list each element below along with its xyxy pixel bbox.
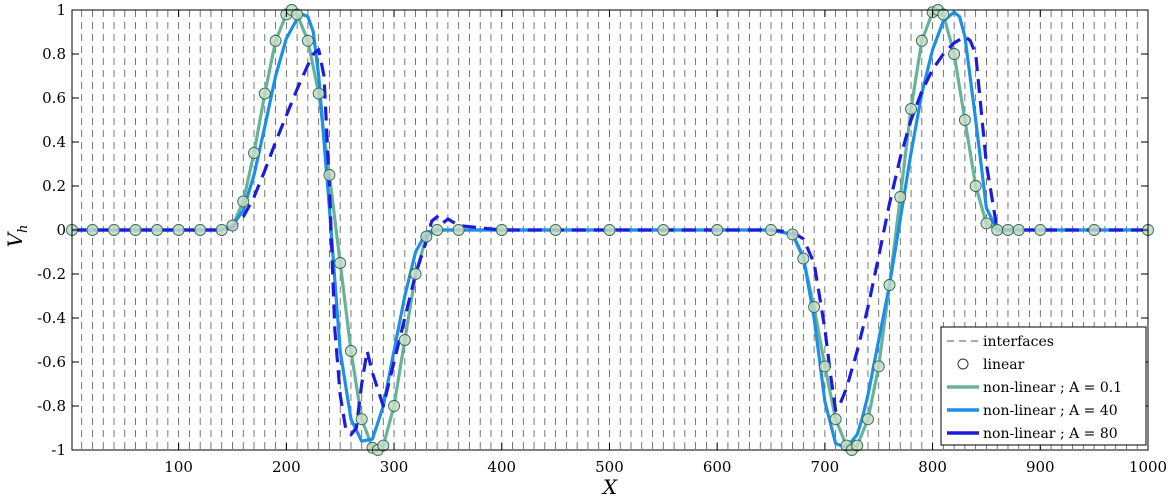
linear-marker xyxy=(388,400,400,412)
legend-label: non-linear ; A = 80 xyxy=(983,426,1118,442)
series-line-4 xyxy=(72,34,1148,437)
linear-marker xyxy=(237,195,250,208)
x-tick-label: 900 xyxy=(1026,458,1055,476)
linear-marker xyxy=(151,224,164,236)
y-tick-label: -0.6 xyxy=(37,353,66,371)
x-tick-label: 400 xyxy=(487,458,516,476)
linear-marker xyxy=(398,334,411,346)
linear-marker xyxy=(258,87,271,100)
linear-marker xyxy=(86,224,99,236)
legend: interfaces linear non-linear ; A = 0.1 non-… xyxy=(940,326,1147,446)
linear-marker xyxy=(969,180,982,192)
y-tick-label: 0.8 xyxy=(42,45,66,63)
linear-marker xyxy=(291,8,304,21)
legend-label: interfaces xyxy=(983,334,1054,350)
x-tick-label: 100 xyxy=(164,458,193,476)
linear-marker xyxy=(937,8,950,21)
x-tick-label: 1000 xyxy=(1129,458,1167,476)
legend-label: linear xyxy=(983,357,1025,373)
linear-marker xyxy=(549,224,562,236)
linear-marker xyxy=(129,224,142,236)
y-tick-label: -0.4 xyxy=(37,309,66,327)
markers-layer xyxy=(66,4,1154,456)
x-tick-label: 300 xyxy=(380,458,409,476)
linear-marker xyxy=(108,224,120,236)
linear-marker xyxy=(334,257,347,269)
linear-marker xyxy=(1034,224,1047,236)
linear-marker xyxy=(345,345,357,357)
legend-item: non-linear ; A = 40 xyxy=(947,403,1118,419)
x-tick-label: 600 xyxy=(703,458,732,476)
linear-marker xyxy=(312,87,325,100)
legend-swatch xyxy=(957,358,969,370)
legend-label: non-linear ; A = 0.1 xyxy=(983,380,1122,396)
x-tick-label: 800 xyxy=(918,458,947,476)
linear-marker xyxy=(323,169,336,181)
linear-marker xyxy=(215,224,228,236)
legend-label: non-linear ; A = 40 xyxy=(983,403,1118,419)
linear-marker xyxy=(248,147,260,159)
x-axis-title: X xyxy=(601,475,618,499)
linear-marker xyxy=(420,230,433,243)
x-tick-label: 200 xyxy=(272,458,301,476)
linear-marker xyxy=(786,228,799,241)
linear-marker xyxy=(829,413,842,426)
linear-marker xyxy=(915,34,928,47)
linear-marker xyxy=(905,103,917,115)
linear-marker xyxy=(818,360,831,373)
linear-marker xyxy=(409,268,422,280)
y-tick-label: -1 xyxy=(51,441,66,459)
linear-marker xyxy=(377,439,390,452)
linear-marker xyxy=(765,224,777,236)
linear-marker xyxy=(872,360,885,373)
linear-marker xyxy=(883,279,896,291)
linear-marker xyxy=(452,224,465,236)
y-axis-title: Vh xyxy=(3,225,31,248)
y-axis-title-main: V xyxy=(3,230,27,247)
linear-marker xyxy=(172,224,185,236)
linear-marker xyxy=(980,217,993,230)
linear-marker xyxy=(797,252,810,265)
linear-marker xyxy=(958,114,971,126)
linear-marker xyxy=(495,224,508,236)
linear-marker xyxy=(1012,224,1025,236)
legend-item: linear xyxy=(957,357,1025,373)
y-tick-label: -0.2 xyxy=(37,265,66,283)
y-tick-label: -0.8 xyxy=(37,397,66,415)
x-tick-label: 500 xyxy=(595,458,624,476)
y-tick-label: 0.4 xyxy=(42,133,66,151)
legend-item: interfaces xyxy=(947,334,1054,350)
linear-marker xyxy=(711,224,724,236)
linear-marker xyxy=(226,219,239,232)
legend-item: non-linear ; A = 0.1 xyxy=(947,380,1122,396)
linear-marker xyxy=(991,224,1004,236)
linear-marker xyxy=(851,439,864,452)
linear-marker xyxy=(301,34,314,47)
linear-marker xyxy=(808,301,821,313)
linear-marker xyxy=(603,224,616,236)
linear-marker xyxy=(355,413,368,426)
linear-marker xyxy=(194,224,207,236)
linear-marker xyxy=(657,224,670,236)
axis-ticks: 100 200 300 400 500 600 700 800 900 1000 -1 -0.8 -0.… xyxy=(37,1,1167,476)
x-tick-label: 700 xyxy=(811,458,840,476)
y-tick-label: 0 xyxy=(56,221,66,239)
y-tick-label: 1 xyxy=(56,1,66,19)
linear-marker xyxy=(269,34,282,47)
y-tick-label: 0.6 xyxy=(42,89,66,107)
linear-marker xyxy=(862,413,874,426)
y-axis-title-sub: h xyxy=(16,225,31,233)
linear-marker xyxy=(1002,224,1014,236)
y-tick-label: 0.2 xyxy=(42,177,66,195)
linear-marker xyxy=(948,48,961,60)
linear-marker xyxy=(1088,224,1101,236)
linear-marker xyxy=(431,224,444,236)
legend-item: non-linear ; A = 80 xyxy=(947,426,1118,442)
linear-marker xyxy=(894,191,907,203)
